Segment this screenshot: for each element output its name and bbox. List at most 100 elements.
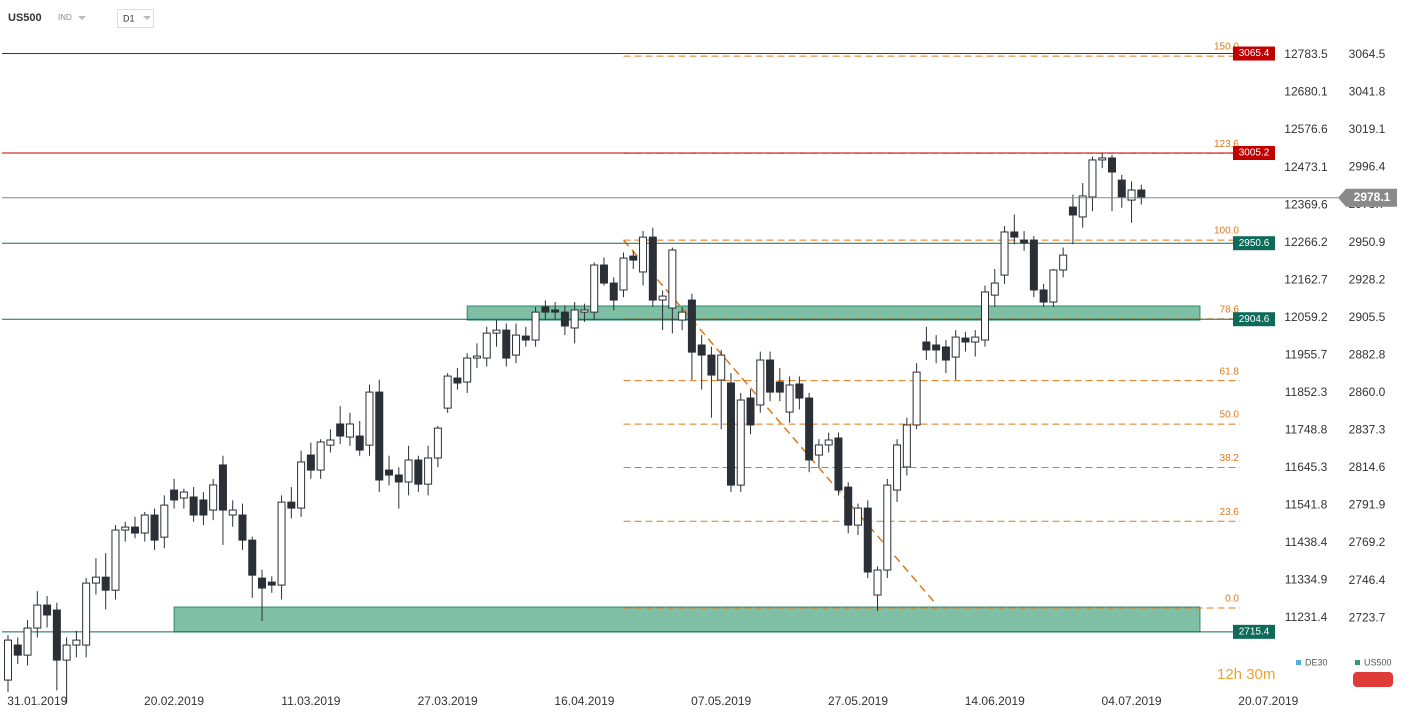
symbol[interactable]: US500 [8, 12, 42, 24]
candle-body [805, 397, 814, 461]
candle-body [609, 282, 618, 301]
candle-body [453, 377, 462, 384]
x-tick-label: 16.04.2019 [554, 694, 614, 708]
dropdown-arrow[interactable] [143, 16, 151, 20]
fib-label: 78.6 [1220, 304, 1240, 315]
timeframe[interactable]: D1 [123, 13, 135, 23]
candle-body [834, 437, 843, 491]
dropdown-arrow[interactable] [78, 16, 86, 20]
candle-body [1059, 254, 1068, 271]
candle-body [228, 509, 237, 516]
candle-body [863, 507, 872, 573]
countdown: 12h 30m [1217, 666, 1275, 683]
y-tick-label: 2882.8 [1349, 347, 1386, 361]
candle-body [316, 441, 325, 471]
level-tag [1233, 236, 1275, 251]
candle-body [502, 329, 511, 359]
candle-body [599, 264, 608, 284]
y-tick-label: 3019.1 [1349, 122, 1386, 136]
candle-body [297, 461, 306, 509]
fib-label: 100.0 [1214, 226, 1239, 237]
candle-body [1127, 189, 1136, 201]
candle-body [1029, 239, 1038, 291]
legend-label[interactable]: US500 [1364, 657, 1392, 667]
fib-label: 23.6 [1220, 507, 1240, 518]
candle-body [33, 604, 42, 629]
candle-body [424, 457, 433, 485]
candle-body [355, 435, 364, 451]
legend-swatch [1296, 660, 1301, 665]
candle-body [551, 309, 560, 313]
y2-tick-label: 11852.3 [1285, 385, 1328, 399]
y2-tick-label: 11541.8 [1285, 498, 1328, 512]
candle-body [414, 459, 423, 485]
level-tag [1233, 146, 1275, 161]
candle-body [1068, 206, 1077, 216]
candle-body [951, 336, 960, 358]
x-tick-label: 31.01.2019 [7, 694, 67, 708]
y-tick-label: 2950.9 [1349, 235, 1386, 249]
y-tick-label: 2746.4 [1349, 573, 1386, 587]
fib-label: 50.0 [1220, 410, 1240, 421]
legend-label[interactable]: DE30 [1305, 657, 1328, 667]
candle-body [385, 469, 394, 476]
candle-body [326, 439, 335, 446]
candle-body [375, 391, 384, 481]
candle-body [463, 357, 472, 383]
candle-body [82, 582, 91, 646]
x-tick-label: 27.05.2019 [828, 694, 888, 708]
candle-body [619, 257, 628, 291]
level-tag [1233, 46, 1275, 61]
y2-tick-label: 12162.7 [1284, 272, 1328, 286]
timeframe-box[interactable] [117, 9, 154, 28]
fib-label: 0.0 [1225, 594, 1239, 605]
candle-body [1078, 195, 1087, 218]
legend-swatch [1355, 660, 1360, 665]
candle-body [756, 359, 765, 406]
market: IND [58, 13, 72, 22]
y-tick-label: 2928.2 [1349, 272, 1386, 286]
candle-body [824, 439, 833, 446]
candle-body [560, 311, 569, 327]
last-price-badge [1338, 188, 1397, 207]
candle-body [345, 423, 354, 438]
candle-body [1117, 179, 1126, 198]
candle-body [687, 299, 696, 353]
y2-tick-label: 12576.6 [1284, 122, 1328, 136]
x-tick-label: 07.05.2019 [691, 694, 751, 708]
level-label: 2715.4 [1239, 626, 1270, 637]
fib-label: 150.0 [1214, 42, 1239, 53]
candle-body [179, 491, 188, 499]
candle-body [678, 311, 687, 321]
candle-body [775, 381, 784, 393]
fib-label: 123.6 [1214, 139, 1239, 150]
y2-tick-label: 12783.5 [1284, 47, 1328, 61]
candle-body [912, 371, 921, 426]
y-tick-label: 3064.5 [1349, 47, 1386, 61]
zone [173, 606, 1201, 633]
candle-body [277, 501, 286, 586]
candle-body [404, 459, 413, 483]
candle-body [521, 335, 530, 341]
y2-tick-label: 11748.8 [1285, 422, 1328, 436]
candle-body [853, 507, 862, 526]
candle-body [697, 344, 706, 356]
y2-tick-label: 12369.6 [1284, 197, 1328, 211]
y-tick-label: 2769.2 [1349, 535, 1386, 549]
candle-body [13, 644, 22, 656]
candle-body [394, 474, 403, 483]
candle-body [541, 306, 550, 313]
candle-body [726, 382, 735, 486]
indicator-button[interactable] [1353, 672, 1393, 687]
candle-body [590, 264, 599, 313]
level-label: 2950.6 [1239, 238, 1270, 249]
candle-body [795, 383, 804, 399]
candle-body [140, 514, 149, 534]
candle-body [961, 337, 970, 343]
candle-body [1088, 159, 1097, 198]
fib-label: 61.8 [1220, 366, 1240, 377]
candle-body [746, 397, 755, 426]
x-tick-label: 11.03.2019 [281, 694, 340, 708]
candle-body [902, 424, 911, 468]
candle-body [570, 309, 579, 329]
